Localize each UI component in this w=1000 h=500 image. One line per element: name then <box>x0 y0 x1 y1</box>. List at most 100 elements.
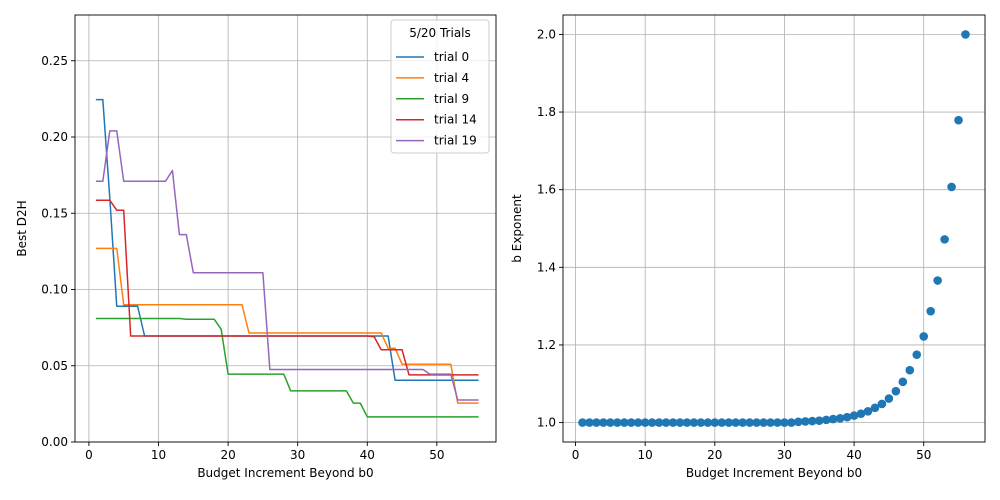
scatter-point <box>933 276 942 285</box>
scatter-point <box>619 418 629 427</box>
scatter-point <box>752 418 761 427</box>
chart-2-x-tick-label: 20 <box>707 448 722 462</box>
scatter-point <box>745 418 754 427</box>
chart-1: 0 10 20 30 40 50 0.00 0.05 0.10 0.15 0.20 0.25 Budge… <box>15 14 497 480</box>
chart-2: 0 10 20 30 40 50 1.0 1.2 1.4 1.6 1.8 2.0 Budget Incr… <box>510 14 986 480</box>
scatter-point <box>766 418 775 427</box>
chart-1-x-axis-label: Budget Increment Beyond b0 <box>197 466 373 480</box>
scatter-point <box>710 418 720 427</box>
scatter-point <box>773 418 782 427</box>
chart-1-x-tick-label: 20 <box>220 448 235 462</box>
legend: 5/20 Trials trial 0 trial 4 trial 9 trial 14… <box>390 19 490 154</box>
chart-2-y-tick-label: 2.0 <box>537 27 556 41</box>
chart-2-grid <box>563 15 985 442</box>
scatter-point <box>647 418 657 427</box>
legend-label-trial-0: trial 0 <box>434 50 469 64</box>
chart-1-y-tick-label: 0.15 <box>41 206 68 220</box>
scatter-point <box>626 418 636 427</box>
chart-2-data <box>578 30 970 427</box>
chart-1-y-tick-label: 0.10 <box>41 283 68 297</box>
scatter-point <box>863 407 873 416</box>
chart-2-x-tick-label: 50 <box>916 448 931 462</box>
scatter-point <box>731 418 740 427</box>
scatter-point <box>599 418 608 427</box>
chart-2-y-tick-label: 1.2 <box>537 338 556 352</box>
chart-2-x-tick-label: 10 <box>638 448 653 462</box>
scatter-point <box>703 418 713 427</box>
scatter-point <box>794 417 803 427</box>
scatter-point <box>898 377 908 387</box>
chart-2-x-tick-label: 30 <box>777 448 792 462</box>
chart-1-axes-frame <box>74 14 497 443</box>
scatter-point <box>828 414 838 424</box>
legend-title: 5/20 Trials <box>409 26 471 40</box>
chart-1-x-tick-label: 40 <box>360 448 375 462</box>
chart-2-x-axis-label: Budget Increment Beyond b0 <box>686 466 862 480</box>
scatter-point <box>821 415 831 425</box>
legend-label-trial-19: trial 19 <box>434 134 477 148</box>
scatter-point <box>787 418 796 427</box>
scatter-point <box>926 306 935 316</box>
scatter-point <box>808 416 817 426</box>
chart-2-axes-frame <box>562 14 986 443</box>
scatter-point <box>585 418 594 427</box>
scatter-point <box>912 350 922 359</box>
chart-1-y-tick-label: 0.25 <box>41 54 68 68</box>
scatter-point <box>849 411 859 420</box>
scatter-point <box>717 418 727 427</box>
legend-label-trial-14: trial 14 <box>434 113 477 127</box>
scatter-point <box>633 418 643 427</box>
scatter-point <box>578 418 587 427</box>
scatter-point <box>891 386 901 396</box>
series-line-trial-19 <box>95 130 479 401</box>
scatter-point <box>613 418 622 427</box>
chart-2-y-tick-label: 1.8 <box>537 105 556 119</box>
legend-label-trial-4: trial 4 <box>434 71 469 85</box>
scatter-point <box>661 418 671 427</box>
scatter-point <box>835 414 845 423</box>
scatter-point <box>884 394 894 403</box>
chart-1-x-tick-label: 10 <box>151 448 166 462</box>
scatter-point <box>877 399 887 409</box>
scatter-point <box>947 182 956 192</box>
scatter-point <box>738 418 747 427</box>
scatter-point <box>842 412 852 422</box>
series-line-trial-0 <box>95 98 479 381</box>
chart-1-y-tick-label: 0.00 <box>41 435 68 449</box>
chart-1-x-tick-label: 50 <box>429 448 444 462</box>
scatter-point <box>856 409 866 418</box>
chart-1-y-tick-label: 0.20 <box>41 130 68 144</box>
scatter-point <box>801 417 810 426</box>
scatter-point <box>905 365 915 375</box>
chart-2-y-tick-label: 1.6 <box>537 183 556 197</box>
chart-2-x-tick-label: 0 <box>572 448 580 462</box>
scatter-point <box>780 418 789 427</box>
scatter-point <box>961 30 970 39</box>
scatter-point <box>668 418 678 427</box>
scatter-point <box>682 418 692 427</box>
chart-1-x-tick-label: 0 <box>85 448 93 462</box>
chart-1-y-axis-label: Best D2H <box>15 200 29 256</box>
chart-1-x-tick-label: 30 <box>290 448 305 462</box>
scatter-point <box>954 115 963 125</box>
scatter-point <box>870 403 880 413</box>
scatter-point <box>606 418 615 427</box>
series-line-trial-4 <box>95 247 479 404</box>
scatter-point <box>640 418 650 427</box>
scatter-point <box>724 418 734 427</box>
scatter-point <box>919 332 929 341</box>
scatter-point <box>675 418 685 427</box>
scatter-point <box>759 418 768 427</box>
scatter-point <box>696 418 706 427</box>
chart-2-y-tick-label: 1.4 <box>537 260 556 274</box>
series-line-trial-14 <box>95 199 479 376</box>
scatter-point <box>814 416 824 425</box>
chart-1-data <box>95 98 479 418</box>
chart-1-y-tick-label: 0.05 <box>41 359 68 373</box>
scatter-point <box>592 418 601 427</box>
scatter-point <box>654 418 664 427</box>
scatter-point <box>940 235 949 244</box>
chart-2-x-tick-label: 40 <box>846 448 861 462</box>
series-line-trial-9 <box>95 317 479 418</box>
